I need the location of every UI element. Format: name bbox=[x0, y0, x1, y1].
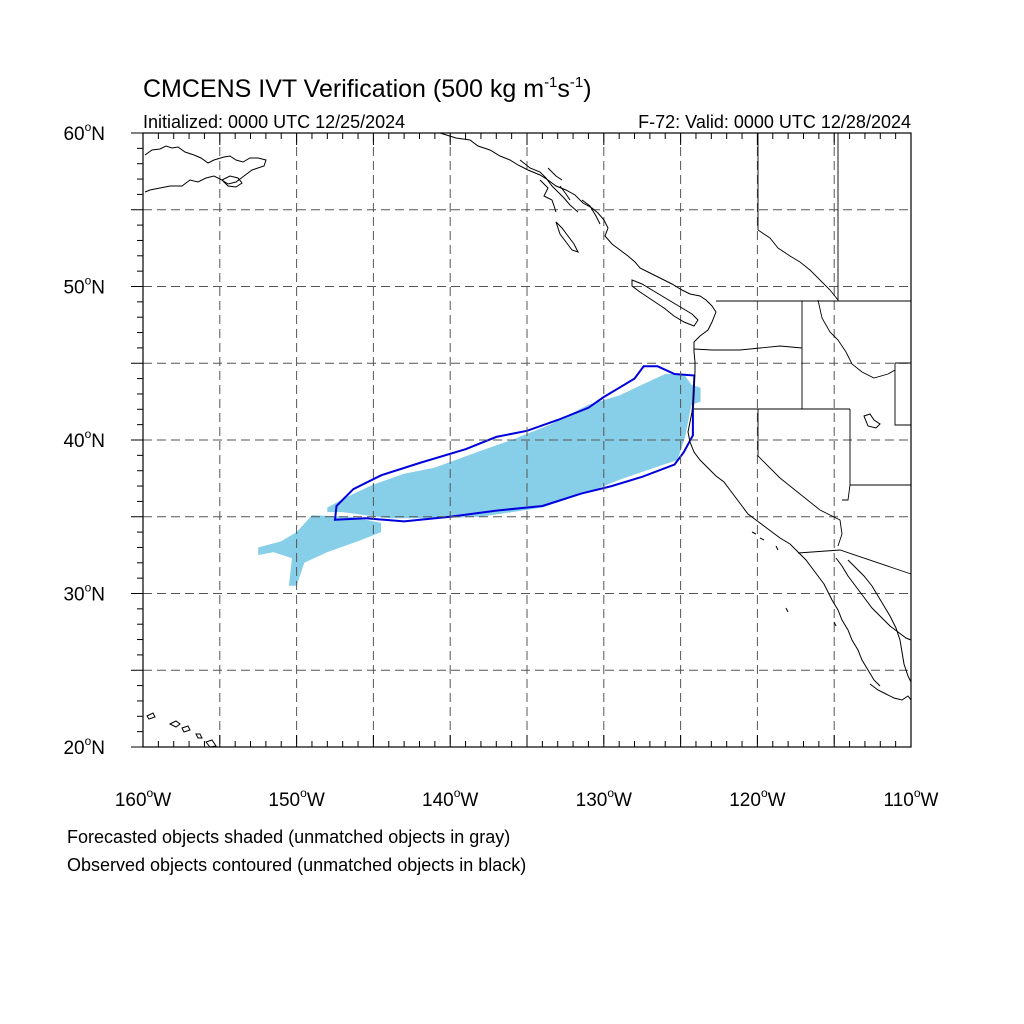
geography-lines bbox=[144, 132, 912, 748]
valid-time-label: F-72: Valid: 0000 UTC 12/28/2024 bbox=[638, 112, 911, 132]
axis-ticks bbox=[131, 132, 912, 748]
lon-label: 120oW bbox=[729, 786, 785, 811]
alaska-coastline bbox=[144, 145, 267, 193]
baja-gulf-coast bbox=[835, 557, 912, 641]
channel-islands bbox=[751, 531, 837, 627]
lon-label: 140oW bbox=[422, 786, 478, 811]
lat-label: 50oN bbox=[63, 274, 105, 299]
lat-label: 60oN bbox=[63, 120, 105, 145]
lat-label: 40oN bbox=[63, 427, 105, 452]
lon-label: 150oW bbox=[268, 786, 324, 811]
lon-label: 110oW bbox=[884, 786, 939, 811]
map-gridlines bbox=[143, 133, 911, 747]
great-salt-lake bbox=[863, 413, 881, 429]
map-panel bbox=[131, 132, 912, 748]
canada-provinces-border bbox=[757, 133, 911, 426]
footer-observed-note: Observed objects contoured (unmatched ob… bbox=[67, 855, 526, 875]
us-west-coastline bbox=[687, 311, 881, 687]
lat-label: 20oN bbox=[63, 734, 105, 759]
haida-gwaii bbox=[555, 221, 579, 253]
mexico-mainland-coast bbox=[847, 559, 912, 683]
lon-label: 160oW bbox=[115, 786, 171, 811]
lat-label: 30oN bbox=[63, 581, 105, 606]
alaska-south-coast bbox=[439, 132, 717, 313]
observed-object-contour bbox=[333, 365, 696, 523]
init-time-label: Initialized: 0000 UTC 12/25/2024 bbox=[143, 112, 405, 132]
footer-forecast-note: Forecasted objects shaded (unmatched obj… bbox=[67, 827, 510, 847]
forecast-object-tail-shaded bbox=[258, 515, 382, 586]
hawaii-islands bbox=[146, 712, 217, 748]
figure-title: CMCENS IVT Verification (500 kg m-1s-1) bbox=[143, 74, 592, 103]
us-state-borders bbox=[693, 301, 912, 575]
forecast-object-shaded bbox=[327, 374, 701, 519]
vancouver-island bbox=[631, 279, 699, 327]
longitude-labels: 160oW 150oW 140oW 130oW 120oW 110oW bbox=[115, 786, 939, 811]
kodiak-island bbox=[221, 175, 243, 188]
lon-label: 130oW bbox=[576, 786, 632, 811]
ivt-objects bbox=[258, 365, 701, 586]
alaska-panhandle-islands bbox=[519, 159, 601, 225]
latitude-labels: 60oN 50oN 40oN 30oN 20oN bbox=[63, 120, 105, 759]
mexico-mainland-coast-2 bbox=[869, 683, 912, 701]
